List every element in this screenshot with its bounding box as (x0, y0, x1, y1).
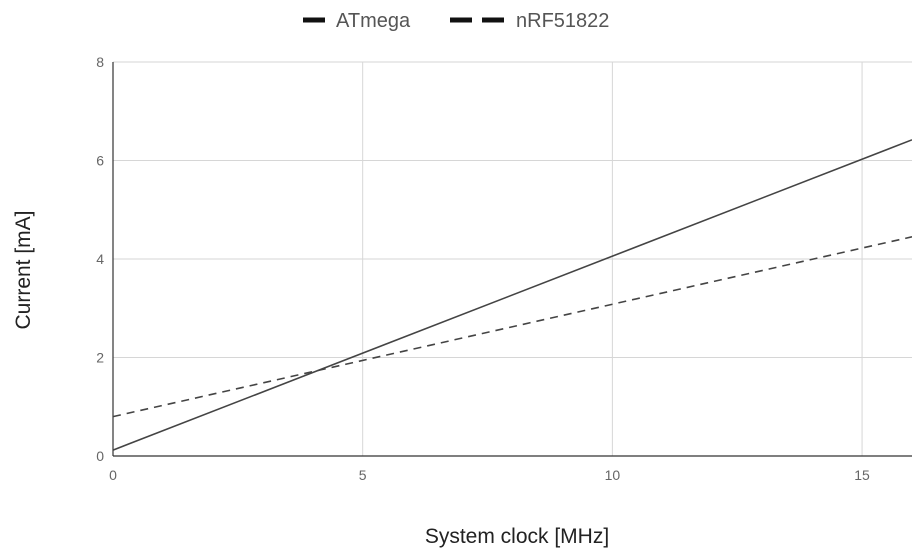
y-tick-label: 2 (96, 350, 104, 366)
legend-label-nrf51822: nRF51822 (516, 10, 609, 32)
y-axis-title: Current [mA] (12, 210, 35, 329)
y-tick-label: 8 (96, 54, 104, 70)
y-tick-label: 4 (96, 251, 104, 267)
y-tick-label: 0 (96, 448, 104, 464)
series-group (113, 140, 912, 450)
series-line-atmega (113, 140, 912, 450)
grid (113, 62, 912, 456)
tick-labels: 0 2 4 6 8 0 5 10 15 (96, 54, 870, 483)
x-tick-label: 10 (605, 467, 621, 483)
x-tick-label: 0 (109, 467, 117, 483)
x-tick-label: 5 (359, 467, 367, 483)
x-axis-title: System clock [MHz] (425, 525, 609, 548)
x-tick-label: 15 (854, 467, 870, 483)
legend-label-atmega: ATmega (336, 10, 411, 32)
legend: ATmega nRF51822 (303, 10, 609, 32)
series-line-nrf51822 (113, 237, 912, 417)
y-tick-label: 6 (96, 153, 104, 169)
